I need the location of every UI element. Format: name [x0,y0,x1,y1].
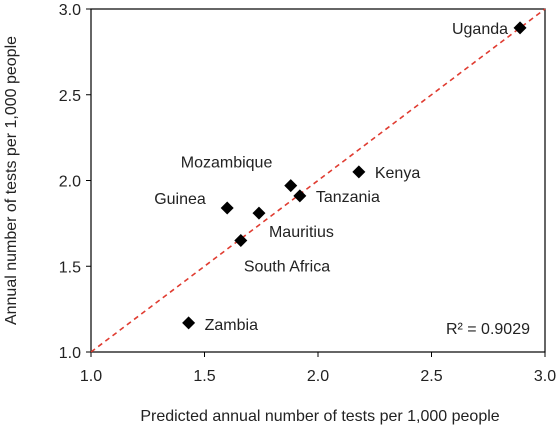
data-point-label: Kenya [375,165,420,182]
y-tick-label: 1.0 [59,345,81,362]
data-point [234,234,248,248]
data-point [284,179,298,193]
data-point [513,21,527,35]
reference-line-layer [90,8,546,353]
x-tick-label: 2.0 [307,368,329,385]
data-point-label: Zambia [205,317,258,334]
data-point-label: Mozambique [181,155,273,172]
data-point-label: Uganda [452,21,508,38]
data-point-label: South Africa [244,259,330,276]
r-squared-annotation: R² = 0.9029 [446,321,530,338]
data-point-label: Guinea [154,191,206,208]
data-point [252,206,266,220]
y-tick-label: 2.0 [59,174,81,191]
data-point [293,189,307,203]
reference-line [90,8,546,353]
x-tick-label: 1.5 [193,368,215,385]
y-axis-title: Annual number of tests per 1,000 people [3,36,20,325]
data-point [352,165,366,179]
x-tick-label: 3.0 [534,368,556,385]
x-tick-label: 2.5 [420,368,442,385]
x-axis-title: Predicted annual number of tests per 1,0… [140,408,499,425]
y-tick-label: 3.0 [59,2,81,19]
x-tick-label: 1.0 [80,368,102,385]
data-point-label: Tanzania [316,189,380,206]
point-layer: Uganda Kenya Mozambique Tanzania Guinea Mauri… [154,21,527,334]
y-tick-label: 2.5 [59,88,81,105]
data-point [220,201,234,215]
data-point-label: Mauritius [269,224,334,241]
tick-layer: 1.0 1.5 2.0 2.5 3.0 1.0 1.5 2.0 2.5 3.0 [59,2,556,385]
y-tick-label: 1.5 [59,259,81,276]
data-point [182,316,196,330]
